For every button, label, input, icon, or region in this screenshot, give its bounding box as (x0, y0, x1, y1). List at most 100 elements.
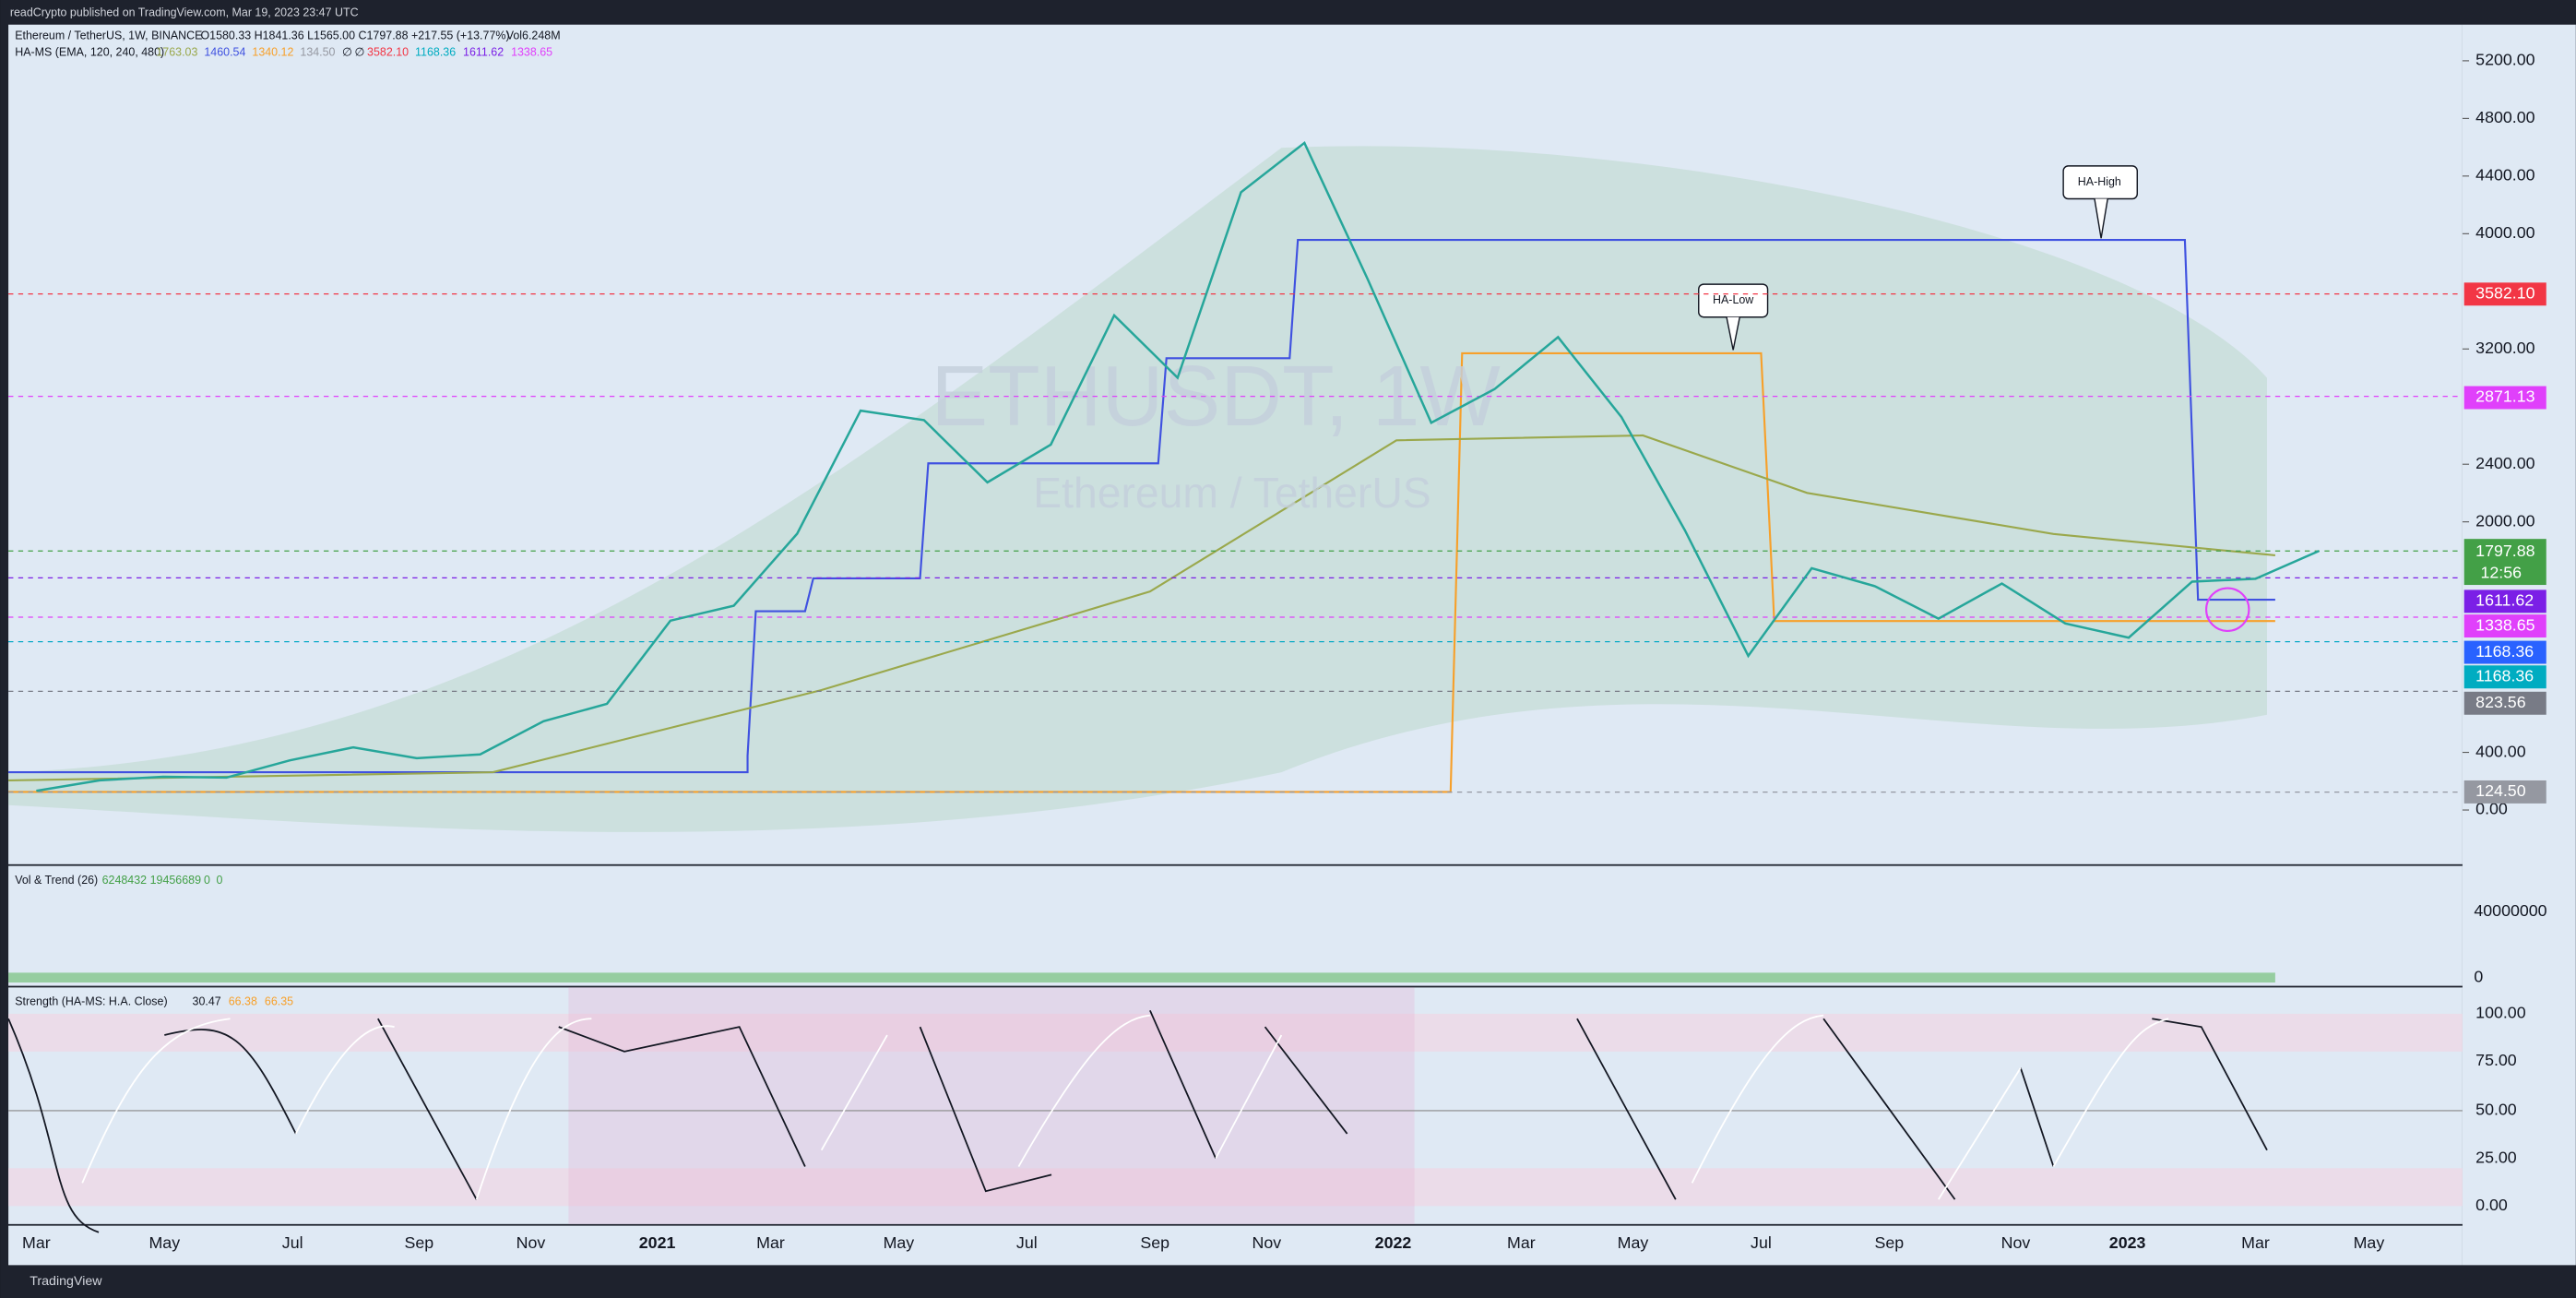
y-tick-label: 4400.00 (2475, 166, 2534, 185)
price-badge-label: 3582.10 (2475, 284, 2534, 303)
x-tick-label: Jul (1751, 1233, 1772, 1252)
indicator-value: 134.50 (300, 45, 335, 58)
price-badge (2463, 780, 2546, 804)
price-badge (2463, 614, 2546, 638)
x-tick-label: 2023 (2109, 1233, 2146, 1252)
price-line (36, 140, 2320, 792)
x-tick-label: Sep (1140, 1233, 1169, 1252)
pane-value: 66.38 (229, 995, 257, 1008)
price-badge (2463, 691, 2546, 715)
oversold-zone (8, 1168, 2463, 1207)
indicator-value: 1168.36 (415, 45, 456, 58)
overbought-zone (8, 1013, 2463, 1052)
x-tick-label: Mar (1507, 1233, 1536, 1252)
volume: Vol6.248M (506, 29, 561, 42)
ema-line (8, 434, 2275, 782)
indicator-value: 1340.12 (252, 45, 293, 58)
indicator-value: ∅ (342, 45, 352, 58)
price-badge (2463, 386, 2546, 410)
pane-value: 30.47 (193, 995, 221, 1008)
y-tick-label: 2400.00 (2475, 454, 2534, 472)
pane-values: 30.47 66.38 66.35 (193, 995, 294, 1008)
axis-label: 0.00 (2475, 1196, 2508, 1214)
price-badge-label: 1338.65 (2475, 615, 2534, 634)
x-tick-label: Mar (756, 1233, 785, 1252)
ohlc: O1580.33 H1841.36 L1565.00 C1797.88 +217… (200, 29, 509, 42)
y-tick-label: 3200.00 (2475, 339, 2534, 357)
callout-pointer (1726, 316, 1740, 351)
publisher: readCrypto published on TradingView.com,… (10, 6, 359, 19)
price-badge-label: 1168.36 (2475, 666, 2534, 685)
time-axis (8, 1225, 2463, 1266)
x-tick-label: Jul (1016, 1233, 1038, 1252)
pane-title: Strength (HA-MS: H.A. Close) (15, 995, 167, 1008)
axis-label: 0 (2474, 967, 2483, 985)
pane-title: Vol & Trend (26) (15, 874, 98, 887)
x-tick-label: Nov (516, 1233, 546, 1252)
strength-axis: 100.00 75.00 50.00 25.00 0.00 (2475, 1004, 2526, 1214)
axis-label: 75.00 (2475, 1051, 2517, 1069)
watermark: Ethereum / TetherUS (1033, 469, 1430, 517)
x-tick-label: Sep (1875, 1233, 1905, 1252)
price-badge-label: 2871.13 (2475, 387, 2534, 406)
x-tick-label: Mar (22, 1233, 51, 1252)
callout-pointer (2094, 198, 2108, 239)
x-tick-label: 2021 (639, 1233, 676, 1252)
strength-line (7, 1009, 2268, 1233)
indicator-value: 3582.10 (367, 45, 409, 58)
callout-label: HA-Low (1713, 293, 1754, 306)
symbol: Ethereum / TetherUS, 1W, BINANCE (15, 29, 202, 42)
axis-label: 25.00 (2475, 1148, 2517, 1166)
pane-value: 6248432 (102, 874, 148, 887)
x-tick-label: May (148, 1233, 180, 1252)
indicator: HA-MS (EMA, 120, 240, 480) (15, 45, 164, 58)
axis-label: 50.00 (2475, 1101, 2517, 1119)
price-badge-label: 124.50 (2475, 781, 2526, 800)
highlight-circle (2205, 587, 2250, 632)
x-tick-label: Nov (1252, 1233, 1282, 1252)
price-badge (2463, 282, 2546, 306)
price-badge-label: 1611.62 (2475, 591, 2534, 610)
indicator-value: 1338.65 (511, 45, 552, 58)
price-badge (2463, 640, 2546, 664)
y-tick-label: 5200.00 (2475, 51, 2534, 69)
indicator-value: 1611.62 (463, 45, 504, 58)
price-badge (2463, 589, 2546, 613)
ha-low-line (8, 351, 2275, 793)
pane-value: 0 (217, 874, 223, 887)
signal-line (81, 1014, 2169, 1200)
highlight-band (568, 987, 1415, 1224)
x-tick-label: May (2354, 1233, 2385, 1252)
indicator-value: 1460.54 (204, 45, 245, 58)
y-tick-label: 4000.00 (2475, 223, 2534, 242)
y-tick-label: 400.00 (2475, 742, 2526, 760)
x-tick-label: Jul (282, 1233, 303, 1252)
pane-value: 0 (204, 874, 210, 887)
countdown: 12:56 (2481, 563, 2523, 581)
x-tick-label: May (884, 1233, 915, 1252)
price-badge (2463, 665, 2546, 689)
pane-values: 6248432 19456689 0 0 (102, 874, 223, 887)
pane-value: 19456689 (150, 874, 201, 887)
price-badge-label: 1168.36 (2475, 642, 2534, 661)
price-badge-label: 823.56 (2475, 693, 2526, 711)
price-badge (2463, 539, 2546, 586)
x-tick-label: Sep (405, 1233, 434, 1252)
y-tick-label: 2000.00 (2475, 511, 2534, 530)
brand: TradingView (30, 1274, 102, 1289)
x-tick-label: Nov (2001, 1233, 2031, 1252)
volume-pane (8, 865, 2463, 986)
x-tick-label: Mar (2241, 1233, 2270, 1252)
indicator-values: 1763.03 1460.54 1340.12 134.50 ∅ ∅ 3582.10 1168… (156, 45, 552, 58)
indicator-value: 1763.03 (156, 45, 197, 58)
axis-label: 100.00 (2475, 1004, 2526, 1022)
pane-value: 66.35 (265, 995, 293, 1008)
watermark: ETHUSDT, 1W (931, 348, 1501, 444)
x-tick-label: May (1618, 1233, 1649, 1252)
price-badge-label: 1797.88 (2475, 542, 2534, 560)
callout-label: HA-High (2078, 175, 2121, 188)
x-tick-label: 2022 (1375, 1233, 1412, 1252)
axis-label: 40000000 (2474, 901, 2546, 920)
y-tick-label: 4800.00 (2475, 108, 2534, 126)
